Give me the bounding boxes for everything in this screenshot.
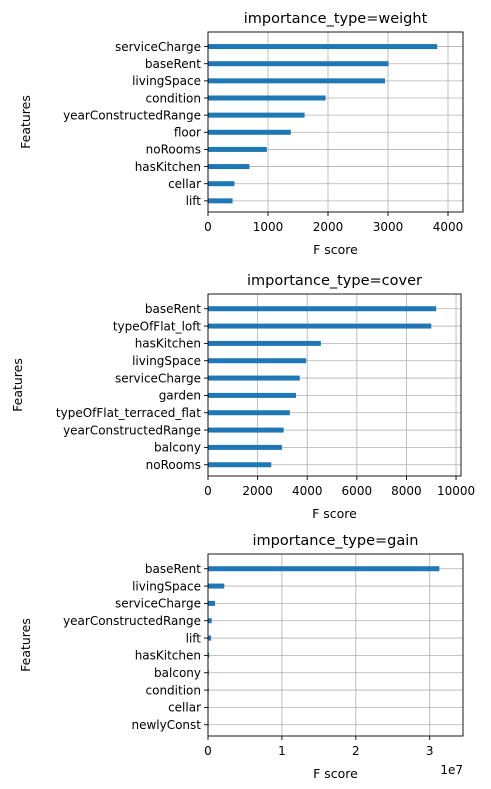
bar-cellar [208,181,235,187]
bar-floor [208,129,291,135]
y-tick-label: garden [159,389,201,403]
y-tick-label: livingSpace [132,579,201,593]
bar-yearConstructedRange [208,112,305,118]
y-tick-label: lift [186,631,202,645]
bar-condition [208,95,326,101]
y-tick-label: hasKitchen [135,649,201,663]
y-tick-label: hasKitchen [135,337,201,351]
y-axis-label: Features [10,358,25,412]
plot-area [208,554,463,736]
axes-frame [207,553,464,737]
bar-baseRent [208,566,440,572]
chart-panel-3: baseRent livingSpace serviceCharge yearCons… [18,533,464,781]
y-tick-label: yearConstructedRange [63,108,201,122]
bar-livingSpace [208,78,385,84]
x-axis-label: F score [313,766,358,781]
x-tick-label: 8000 [391,484,422,498]
bar-typeOfFlat_loft [208,323,432,329]
x-tick-label: 1 [278,744,286,758]
y-tick-label: serviceCharge [115,40,201,54]
y-tick-label: hasKitchen [135,160,201,174]
y-tick-label: floor [174,126,201,140]
x-tick-label: 2000 [313,220,344,234]
x-tick-label: 0 [204,484,212,498]
bar-balcony [208,444,282,450]
bar-garden [208,392,297,398]
y-tick-label: livingSpace [132,354,201,368]
y-tick-label: serviceCharge [115,371,201,385]
chart-title: importance_type=cover [247,273,422,289]
x-tick-label: 3 [426,744,434,758]
chart-title: importance_type=weight [244,11,428,27]
y-tick-label: noRooms [146,458,201,472]
axes-frame [207,31,464,213]
y-tick-label: baseRent [145,562,201,576]
bar-serviceCharge [208,44,438,50]
bar-lift [208,198,233,204]
bar-noRooms [208,146,267,152]
x-tick-label: 2 [352,744,360,758]
y-tick-label: typeOfFlat_loft [113,319,201,333]
x-tick-label: 4000 [292,484,323,498]
bar-yearConstructedRange [208,427,284,433]
y-tick-label: condition [146,91,201,105]
x-offset-label: 1e7 [440,763,463,777]
x-tick-label: 0 [204,220,212,234]
y-tick-label: newlyConst [131,718,201,732]
y-tick-label: lift [186,194,202,208]
bar-hasKitchen [208,340,321,346]
y-tick-label: serviceCharge [115,597,201,611]
y-tick-label: yearConstructedRange [63,423,201,437]
bar-baseRent [208,61,389,67]
y-tick-label: noRooms [146,143,201,157]
y-tick-label: balcony [154,666,201,680]
x-axis-label: F score [312,506,357,521]
x-tick-label: 3000 [373,220,404,234]
y-axis-label: Features [18,618,33,672]
y-tick-label: baseRent [145,302,201,316]
y-tick-label: baseRent [145,57,201,71]
bar-baseRent [208,306,437,312]
y-axis-label: Features [18,95,33,149]
bar-hasKitchen [208,652,210,658]
bar-lift [208,635,212,641]
y-tick-label: typeOfFlat_terraced_flat [56,406,201,420]
bar-yearConstructedRange [208,618,212,624]
x-tick-label: 6000 [342,484,373,498]
bar-serviceCharge [208,600,216,606]
y-tick-label: cellar [168,701,201,715]
y-tick-label: condition [146,683,201,697]
x-tick-label: 2000 [242,484,273,498]
x-tick-label: 0 [204,744,212,758]
chart-title: importance_type=gain [253,533,419,549]
plot-area [208,32,463,212]
x-tick-label: 1000 [253,220,284,234]
bar-serviceCharge [208,375,300,381]
bar-livingSpace [208,358,307,364]
y-tick-label: cellar [168,177,201,191]
y-tick-label: livingSpace [132,74,201,88]
x-tick-label: 4000 [433,220,464,234]
bar-noRooms [208,462,272,468]
chart-panel-1: serviceCharge baseRent livingSpace conditio… [18,11,464,257]
x-axis-label: F score [313,242,358,257]
x-tick-label: 10000 [437,484,475,498]
bar-livingSpace [208,583,225,589]
y-tick-label: yearConstructedRange [63,614,201,628]
bar-typeOfFlat_terraced_flat [208,410,290,416]
y-tick-label: balcony [154,441,201,455]
chart-panel-2: baseRent typeOfFlat_loft hasKitchen livingS… [10,273,475,521]
axes-frame [207,293,462,477]
bar-hasKitchen [208,164,250,170]
